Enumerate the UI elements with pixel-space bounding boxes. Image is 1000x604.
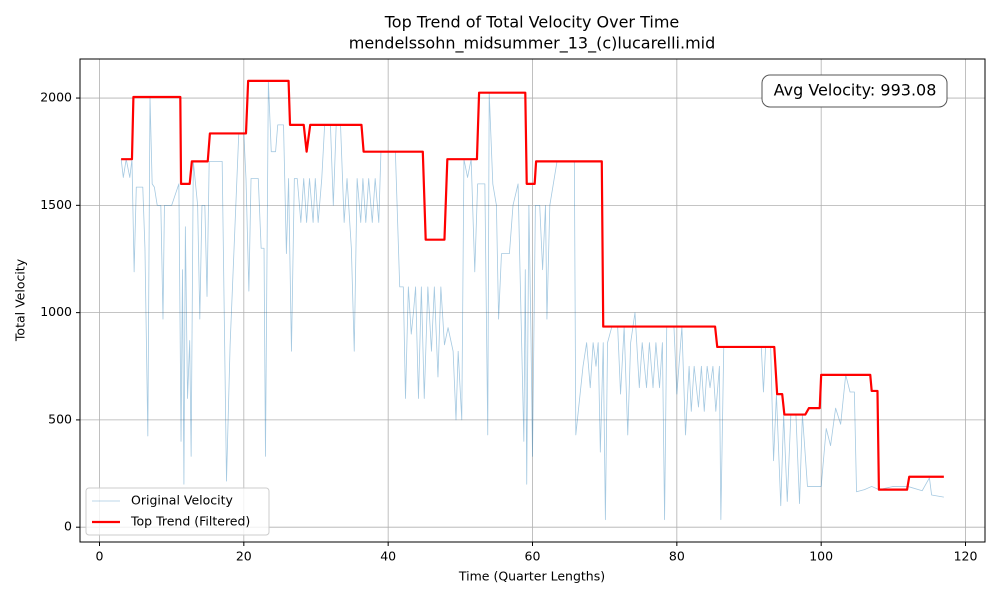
legend-label: Original Velocity — [131, 493, 234, 508]
y-tick-label: 0 — [64, 519, 72, 534]
x-tick-label: 100 — [809, 549, 833, 564]
annotation: Avg Velocity: 993.08 — [774, 81, 937, 100]
series-line — [121, 79, 944, 491]
y-tick-label: 1000 — [40, 304, 72, 319]
y-tick-label: 500 — [48, 411, 72, 426]
x-axis-label: Time (Quarter Lengths) — [458, 569, 605, 584]
x-tick-label: 120 — [954, 549, 978, 564]
chart-title: Top Trend of Total Velocity Over Time — [384, 13, 680, 32]
x-tick-label: 80 — [669, 549, 685, 564]
annotation-box — [761, 74, 948, 108]
x-tick-label: 40 — [380, 549, 396, 564]
x-tick-label: 0 — [96, 549, 104, 564]
legend-box — [85, 487, 270, 536]
y-axis-label: Total Velocity — [13, 258, 28, 342]
y-tick-label: 1500 — [40, 197, 72, 212]
legend-label: Top Trend (Filtered) — [130, 514, 250, 529]
chart-subtitle: mendelssohn_midsummer_13_(c)lucarelli.mi… — [349, 34, 716, 54]
x-tick-label: 60 — [525, 549, 541, 564]
x-tick-label: 20 — [236, 549, 252, 564]
legend: Original Velocity Top Trend (Filtered) — [85, 487, 270, 536]
y-tick-label: 2000 — [40, 90, 72, 105]
plot-area — [120, 79, 944, 521]
